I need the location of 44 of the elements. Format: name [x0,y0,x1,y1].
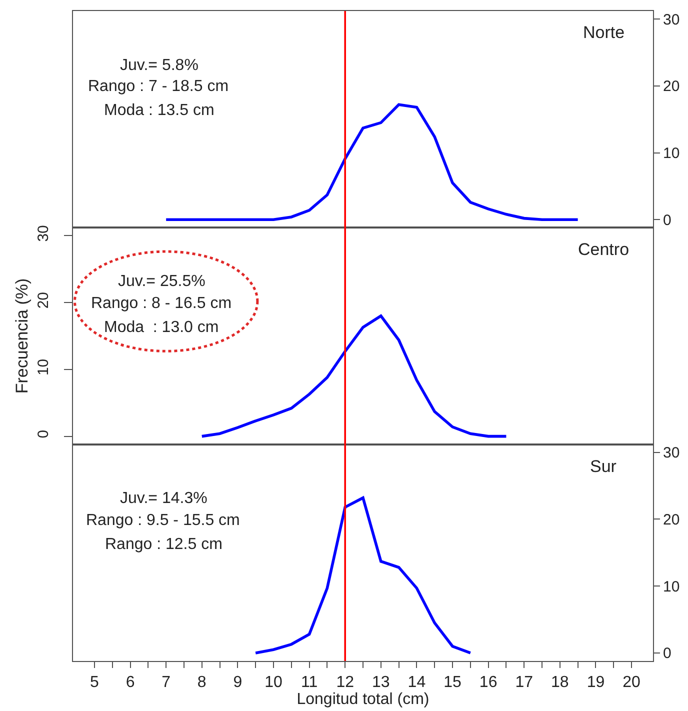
annotation: Moda : 13.5 cm [104,102,214,119]
x-tick-label: 13 [372,674,390,692]
y-axis-title: Frecuencia (%) [12,278,32,394]
x-tick-label: 15 [444,674,462,692]
x-tick-label: 16 [479,674,498,692]
y-tick-label: 20 [663,78,680,96]
annotation: Juv.= 14.3% [120,490,208,507]
x-tick-label: 20 [622,674,641,692]
x-axis-title: Longitud total (cm) [296,691,430,708]
x-tick-label: 14 [408,674,426,692]
text: Sur [590,457,617,476]
x-tick-label: 19 [586,674,605,692]
x-tick-label: 18 [551,674,569,692]
x-tick-label: 7 [162,674,171,692]
y-tick-label: 0 [663,645,672,662]
text: Centro [578,240,630,259]
annotation: Rango : 9.5 - 15.5 cm [86,512,240,529]
y-tick-label: 20 [663,511,680,528]
y-tick-label: 10 [663,578,680,596]
annotation: Moda : 13.0 cm [104,319,219,336]
x-tick-label: 8 [197,674,206,692]
annotation: Juv.= 25.5% [118,273,206,290]
y-tick-label: 0 [35,430,52,438]
y-tick-label: 10 [35,358,52,376]
line-series [200,314,508,438]
x-tick-label: 11 [300,674,318,692]
x-tick-label: 17 [515,674,534,692]
annotation: Rango : 7 - 18.5 cm [88,78,229,95]
y-tick-label: 10 [663,145,680,162]
annotation: Rango : 12.5 cm [105,536,222,553]
y-tick-label: 30 [35,225,52,242]
line-series [254,496,472,654]
y-tick-label: 20 [35,292,52,309]
annotation: Juv.= 5.8% [120,57,198,74]
y-tick-label: 30 [663,11,680,28]
y-tick-label: 30 [663,444,680,462]
y-tick-label: 0 [663,212,672,229]
x-tick-label: 6 [126,674,135,692]
annotation: Rango : 8 - 16.5 cm [91,295,232,312]
x-tick-label: 9 [233,674,242,692]
text: Norte [583,23,625,42]
x-tick-label: 12 [336,674,354,692]
x-tick-label: 5 [90,674,100,692]
x-tick-label: 10 [264,674,282,692]
